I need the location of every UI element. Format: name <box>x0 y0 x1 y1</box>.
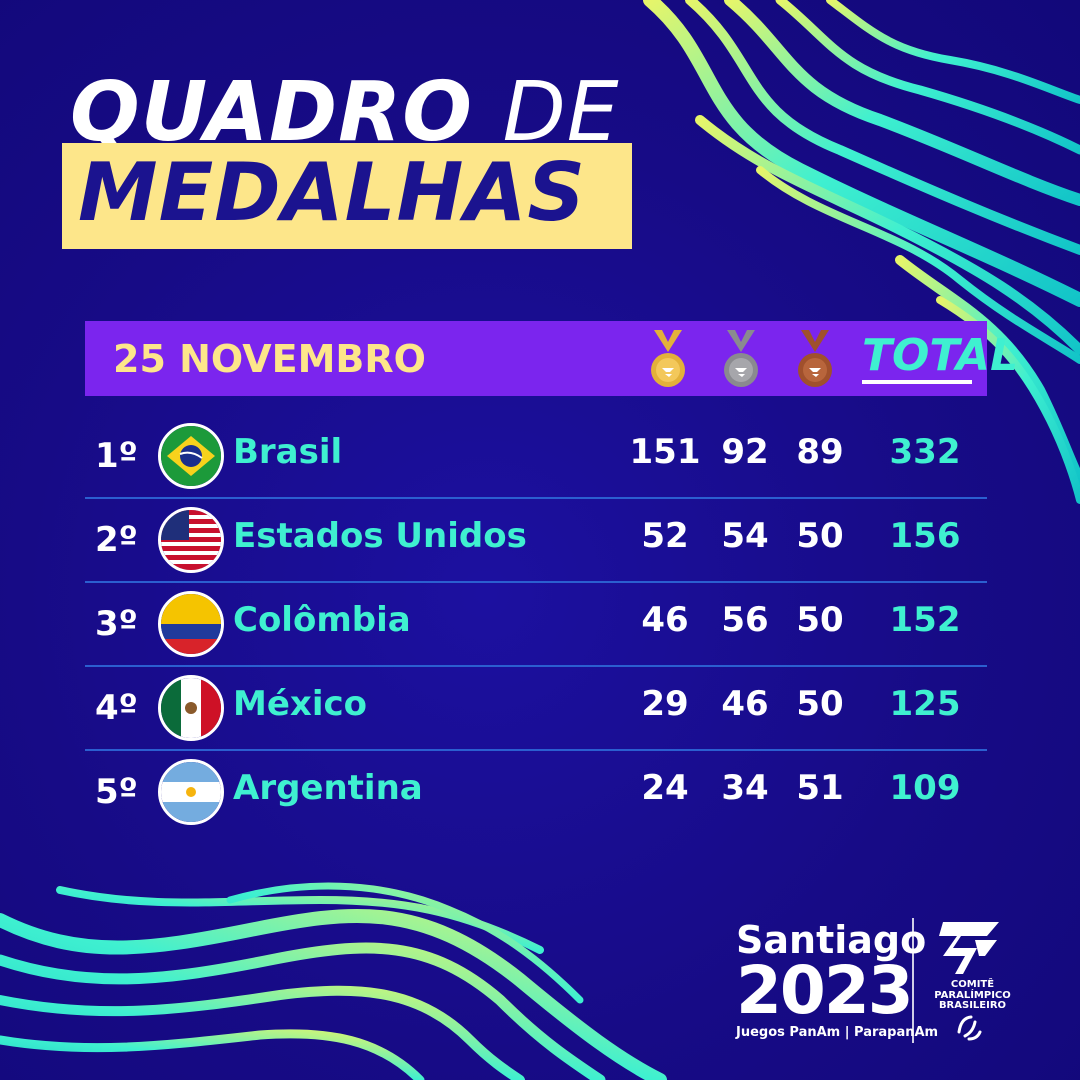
cpb-line-1: COMITÊ <box>950 979 995 990</box>
argentina-flag-icon <box>158 759 224 825</box>
title-line-1: QUADRO DE <box>70 72 620 154</box>
table-row: 4º México 29 46 50 125 <box>85 667 987 751</box>
table-row: 1º Brasil 151 92 89 332 <box>85 415 987 499</box>
country-name: Estados Unidos <box>233 516 527 556</box>
rank-label: 5º <box>95 772 138 812</box>
brazil-flag-icon <box>158 423 224 489</box>
total-count: 125 <box>889 684 961 724</box>
gold-count: 151 <box>629 432 701 472</box>
total-count: 109 <box>889 768 961 808</box>
cpb-line-2: PARALÍMPICO <box>934 989 1011 1001</box>
title-word-de: DE <box>502 65 620 160</box>
silver-count: 56 <box>721 600 769 640</box>
rank-label: 1º <box>95 436 138 476</box>
country-name: Brasil <box>233 432 343 472</box>
rank-label: 3º <box>95 604 138 644</box>
row-divider <box>85 497 987 499</box>
gold-count: 29 <box>641 684 689 724</box>
gold-count: 24 <box>641 768 689 808</box>
bronze-count: 50 <box>796 516 844 556</box>
bronze-count: 50 <box>796 684 844 724</box>
event-logo-year: 2023 <box>736 952 914 1029</box>
total-column-header: TOTAL <box>862 330 1019 381</box>
silver-count: 34 <box>721 768 769 808</box>
title-line-2: MEDALHAS <box>78 146 587 239</box>
date-label: 25 NOVEMBRO <box>113 337 426 381</box>
bronze-count: 89 <box>796 432 844 472</box>
table-row: 2º Estados Unidos 52 54 50 156 <box>85 499 987 583</box>
title-word-quadro: QUADRO <box>70 65 473 160</box>
silver-count: 92 <box>721 432 769 472</box>
total-count: 156 <box>889 516 961 556</box>
rank-label: 4º <box>95 688 138 728</box>
country-name: Argentina <box>233 768 423 808</box>
total-count: 332 <box>889 432 961 472</box>
table-row: 5º Argentina 24 34 51 109 <box>85 751 987 835</box>
bronze-medal-icon <box>798 330 832 387</box>
logo-divider <box>912 918 914 1043</box>
table-header-bar <box>85 321 987 396</box>
silver-count: 54 <box>721 516 769 556</box>
mexico-flag-icon <box>158 675 224 741</box>
rank-label: 2º <box>95 520 138 560</box>
event-logo-name: Santiago <box>736 918 927 962</box>
usa-flag-icon <box>158 507 224 573</box>
agitos-icon <box>957 1015 982 1041</box>
silver-medal-icon <box>724 330 758 387</box>
cpb-text: COMITÊ PARALÍMPICO BRASILEIRO <box>930 979 1015 1012</box>
row-divider <box>85 749 987 751</box>
silver-count: 46 <box>721 684 769 724</box>
gold-count: 52 <box>641 516 689 556</box>
country-name: Colômbia <box>233 600 411 640</box>
row-divider <box>85 581 987 583</box>
total-count: 152 <box>889 600 961 640</box>
row-divider <box>85 665 987 667</box>
total-underline <box>862 380 972 384</box>
colombia-flag-icon <box>158 591 224 657</box>
table-row: 3º Colômbia 46 56 50 152 <box>85 583 987 667</box>
bronze-count: 50 <box>796 600 844 640</box>
event-logo-subtitle: Juegos PanAm | ParapanAm <box>736 1025 939 1040</box>
cpb-logo-icon <box>939 922 999 974</box>
country-name: México <box>233 684 367 724</box>
bronze-count: 51 <box>796 768 844 808</box>
gold-count: 46 <box>641 600 689 640</box>
gold-medal-icon <box>651 330 685 387</box>
cpb-line-3: BRASILEIRO <box>938 1000 1007 1011</box>
title-highlight-box <box>62 143 632 249</box>
